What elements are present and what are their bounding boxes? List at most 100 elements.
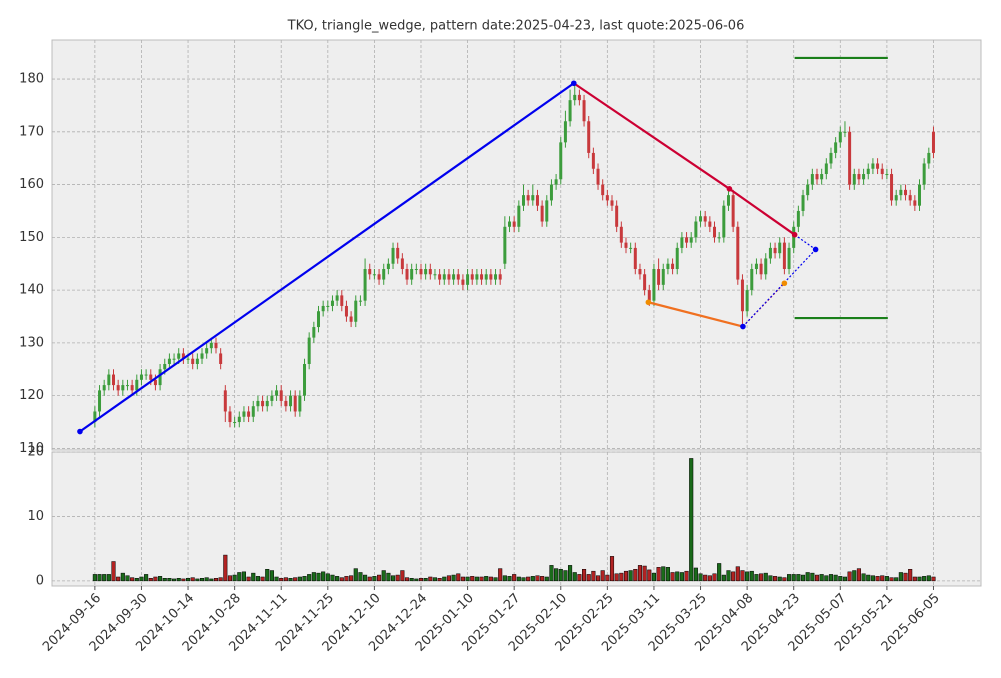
volume-bar <box>498 568 503 582</box>
volume-bar <box>479 576 484 582</box>
candle-body <box>694 221 698 238</box>
volume-bar <box>605 574 610 582</box>
volume-bar <box>833 574 838 582</box>
volume-bar <box>162 578 167 582</box>
volume-bar <box>693 567 698 582</box>
volume-bar <box>838 576 843 582</box>
volume-bar <box>707 575 712 582</box>
volume-bar <box>111 561 116 582</box>
candle-body <box>149 374 153 380</box>
volume-bar <box>321 571 326 582</box>
volume-bar <box>223 554 228 582</box>
candle-body <box>508 221 512 227</box>
volume-bar <box>540 576 545 582</box>
volume-bar <box>586 574 591 582</box>
candle-body <box>480 274 484 280</box>
volume-bar <box>731 571 736 582</box>
candle-body <box>671 263 675 270</box>
candle-body <box>242 411 246 417</box>
volume-bar <box>372 576 377 582</box>
candle-body <box>494 274 498 280</box>
volume-bar <box>297 576 302 582</box>
candle-body <box>433 274 437 276</box>
volume-bar <box>316 572 321 582</box>
candle-body <box>629 247 633 249</box>
volume-bar <box>269 570 274 582</box>
volume-bar <box>134 578 139 582</box>
candle-body <box>181 353 185 359</box>
candle-body <box>372 274 376 276</box>
candle-body <box>838 131 842 143</box>
candle-body <box>442 274 446 280</box>
candle-body <box>890 174 894 201</box>
volume-bar <box>903 572 908 582</box>
volume-bar <box>139 576 144 582</box>
candle-body <box>596 168 600 185</box>
volume-bar <box>656 567 661 582</box>
candle-body <box>144 374 148 376</box>
candle-body <box>111 374 115 386</box>
candle-body <box>475 274 479 280</box>
volume-bar <box>558 569 563 582</box>
volume-bar <box>241 571 246 582</box>
volume-bar <box>353 568 358 582</box>
volume-bar <box>698 573 703 582</box>
volume-bar <box>92 574 97 582</box>
candle-body <box>303 363 307 396</box>
volume-bar <box>158 576 163 582</box>
volume-bar <box>279 578 284 582</box>
candle-body <box>200 353 204 359</box>
candle-body <box>647 290 651 301</box>
candle-body <box>414 269 418 271</box>
candle-body <box>904 189 908 196</box>
volume-bar <box>293 577 298 582</box>
volume-bar <box>847 571 852 582</box>
y-tick-label: 150 <box>19 230 44 245</box>
volume-bar <box>344 576 349 582</box>
volume-bar <box>377 574 382 582</box>
volume-bar <box>521 577 526 582</box>
volume-bar <box>446 575 451 582</box>
candle-body <box>563 121 567 143</box>
candle-body <box>270 395 274 401</box>
volume-bar <box>185 578 191 582</box>
candle-body <box>549 184 553 201</box>
candle-body <box>545 200 549 222</box>
volume-bar <box>390 575 396 582</box>
candle-body <box>675 247 679 270</box>
candle-body <box>172 358 176 360</box>
candle-body <box>489 274 493 280</box>
volume-bar <box>418 578 424 582</box>
volume-bar <box>144 574 149 582</box>
volume-bar <box>619 572 624 582</box>
candle-body <box>531 195 535 201</box>
volume-bar <box>465 576 470 582</box>
pattern-point <box>571 80 577 87</box>
candle-body <box>908 195 912 201</box>
volume-bar <box>125 575 130 582</box>
candle-body <box>344 305 348 317</box>
candle-body <box>894 195 898 201</box>
volume-bar <box>232 574 237 582</box>
volume-bar <box>335 576 340 582</box>
chart-title: TKO, triangle_wedge, pattern date:2025-0… <box>287 19 745 34</box>
candle-body <box>764 258 768 275</box>
candle-body <box>158 369 162 386</box>
volume-bar <box>647 569 652 582</box>
volume-bar <box>363 574 368 582</box>
candle-body <box>386 263 390 270</box>
candle-body <box>396 247 400 259</box>
candle-body <box>368 269 372 275</box>
candle-body <box>349 316 353 322</box>
volume-bar <box>302 576 307 582</box>
candle-body <box>913 200 917 206</box>
candle-body <box>125 385 129 387</box>
volume-bar <box>330 574 335 582</box>
volume-bar <box>614 573 619 582</box>
candle-body <box>862 174 866 180</box>
volume-bar <box>810 572 815 582</box>
volume-bar <box>856 568 861 582</box>
pattern-line <box>794 234 816 250</box>
volume-bar <box>745 571 750 582</box>
